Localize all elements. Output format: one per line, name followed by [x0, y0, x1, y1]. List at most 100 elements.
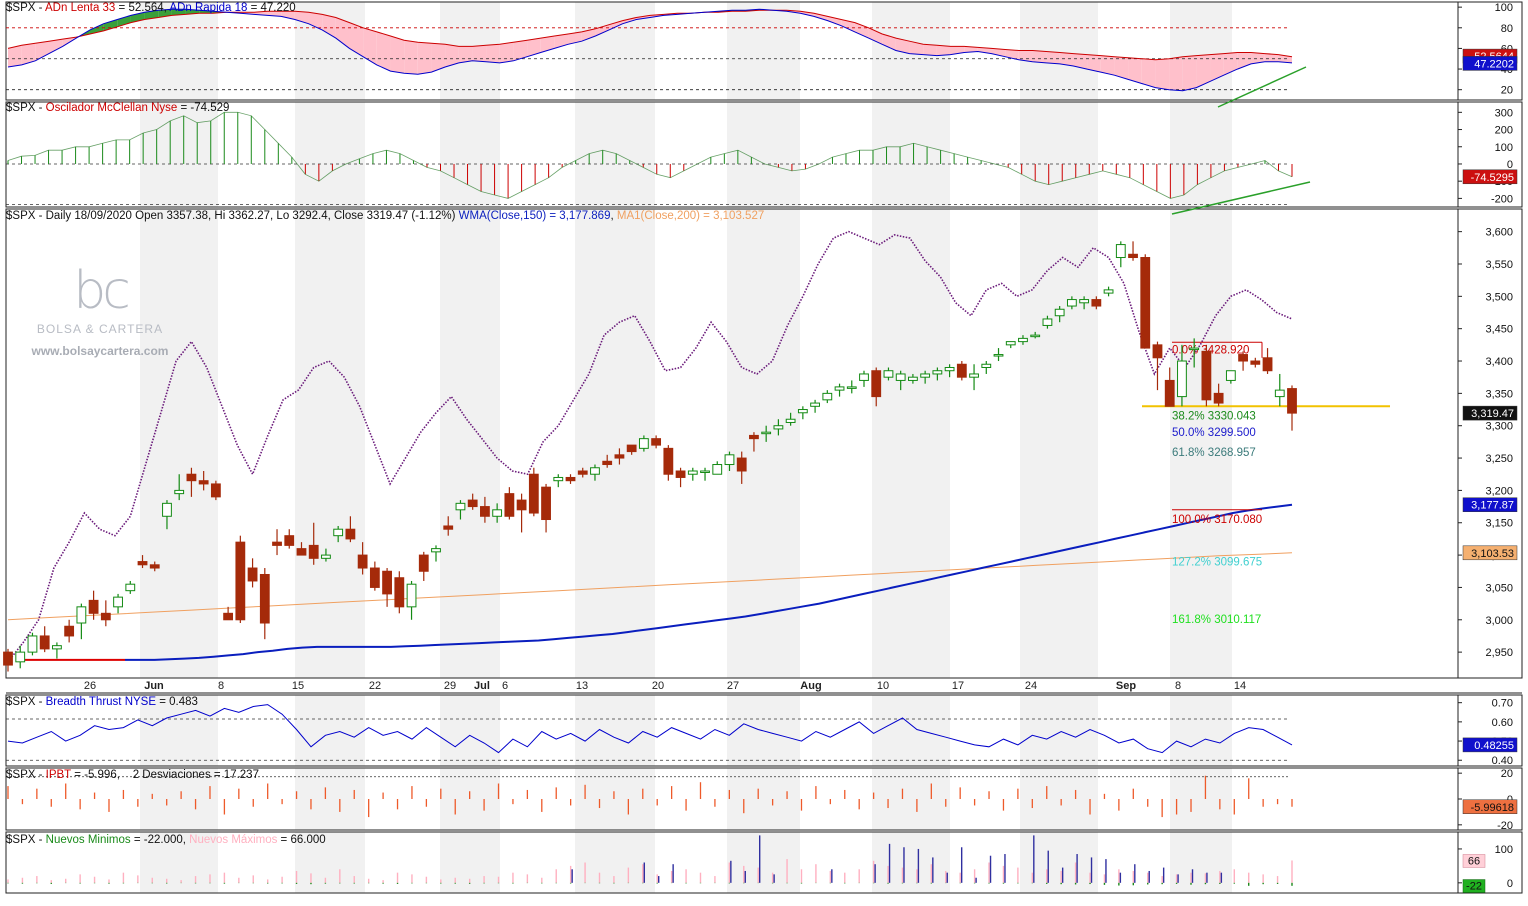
- candle-body: [993, 354, 1004, 357]
- adn-fill-pink: [527, 38, 541, 57]
- candle-body: [284, 535, 295, 546]
- week-band: [872, 768, 950, 830]
- week-band: [872, 695, 950, 766]
- mcc-tag-bg: [1462, 169, 1518, 185]
- candle-body: [308, 544, 319, 559]
- relative-strength-line: [7, 230, 1293, 663]
- candle-body: [797, 409, 808, 414]
- candle-body: [895, 373, 906, 381]
- adn-trendline: [1217, 66, 1307, 108]
- week-band: [727, 2, 800, 100]
- candle-body: [443, 525, 454, 530]
- week-band: [440, 209, 500, 678]
- candle-body: [700, 470, 710, 473]
- candle-body: [100, 612, 111, 621]
- candle-body: [822, 392, 833, 401]
- candle-body: [1262, 357, 1273, 372]
- week-band: [1020, 832, 1098, 893]
- candle-body: [1164, 379, 1175, 407]
- candle-body: [1128, 253, 1138, 259]
- candle-body: [1250, 360, 1261, 365]
- adn-fill-pink: [335, 17, 350, 49]
- week-band: [1170, 768, 1232, 830]
- mcc-tag: -74.5295: [1471, 172, 1514, 184]
- candle-body: [1005, 341, 1016, 346]
- ipbt-title: $SPX - IPBT = -5.996, 2 Desviaciones = 1…: [6, 769, 259, 781]
- adn-fill-green: [144, 10, 159, 20]
- close-tag: 3,319.47: [1471, 408, 1514, 420]
- candle-body: [504, 493, 515, 517]
- adn-fill-pink: [48, 39, 63, 54]
- candle-body: [908, 376, 918, 381]
- mcc-tick-label: 200: [1495, 125, 1513, 137]
- minimos-tag-bg: [1462, 879, 1486, 893]
- mcclellan-title: $SPX - Oscilador McClellan Nyse = -74.52…: [6, 102, 230, 114]
- date-label: 27: [727, 680, 739, 692]
- candle-body: [186, 473, 197, 482]
- adn-fill-pink: [349, 22, 364, 57]
- candle-body: [663, 447, 674, 475]
- ma200-line: [7, 552, 1293, 621]
- candle-body: [1091, 299, 1102, 307]
- candle-body: [210, 483, 221, 498]
- week-band: [575, 695, 655, 766]
- week-band: [295, 695, 365, 766]
- maximos-value: 66.000: [290, 834, 326, 846]
- adn-fill-pink: [376, 31, 391, 72]
- week-band: [295, 209, 365, 678]
- candle-body: [577, 470, 588, 475]
- candle-body: [369, 567, 380, 588]
- logo-url: www.bolsaycartera.com: [31, 344, 169, 358]
- date-label: 14: [1234, 680, 1246, 692]
- wma-tag: 3,177.87: [1471, 500, 1514, 512]
- adn-fill-pink: [513, 40, 528, 61]
- adn-fill-pink: [1155, 58, 1170, 90]
- candle-body: [88, 599, 99, 614]
- adn-fill-pink: [294, 11, 309, 24]
- candle-body: [467, 499, 478, 508]
- breadth-title: $SPX - Breadth Thrust NYSE = 0.483: [6, 696, 198, 708]
- candle-body: [431, 548, 441, 553]
- breadth-value: 0.483: [169, 696, 198, 708]
- candle-body: [859, 373, 869, 381]
- adn-fill-pink: [1182, 55, 1197, 91]
- week-band: [872, 209, 950, 678]
- adn-fill-pink: [431, 43, 446, 73]
- candle-body: [174, 489, 185, 495]
- ma-tag: 3,103.53: [1471, 548, 1514, 560]
- candle-body: [39, 635, 50, 650]
- week-band: [440, 102, 500, 207]
- ipbt-tick-label: 20: [1501, 768, 1513, 780]
- price-tick-label: 3,400: [1485, 356, 1513, 368]
- date-label: 20: [652, 680, 664, 692]
- candle-body: [272, 541, 282, 546]
- minmax-title: $SPX - Nuevos Minimos = -22.000, Nuevos …: [6, 834, 326, 846]
- adn-fill-pink: [486, 44, 500, 63]
- adn-fill-pink: [581, 28, 596, 42]
- mcc-tick-label: 100: [1495, 142, 1513, 154]
- candle-body: [969, 373, 979, 378]
- candle-body: [480, 506, 490, 517]
- candle-body: [687, 470, 698, 475]
- adn-rapida-line: [7, 8, 1293, 92]
- week-band: [440, 695, 500, 766]
- breadth-tag-bg: [1462, 737, 1518, 753]
- candle-body: [1115, 244, 1126, 259]
- ipbt-tick-label: -20: [1497, 820, 1513, 832]
- candle-body: [382, 570, 392, 595]
- candle-body: [1225, 370, 1236, 381]
- breadth-tag: 0.48255: [1474, 740, 1514, 752]
- week-band: [1020, 209, 1098, 678]
- candle-body: [883, 370, 894, 378]
- candle-body: [162, 502, 172, 517]
- week-band: [727, 832, 800, 893]
- adn-fill-pink: [1100, 55, 1115, 76]
- candle-body: [15, 651, 26, 663]
- candle-body: [675, 470, 686, 478]
- week-band: [727, 102, 800, 207]
- mcc-name: Oscilador McClellan Nyse: [45, 102, 178, 114]
- week-band: [1020, 102, 1098, 207]
- candle-body: [1213, 392, 1224, 404]
